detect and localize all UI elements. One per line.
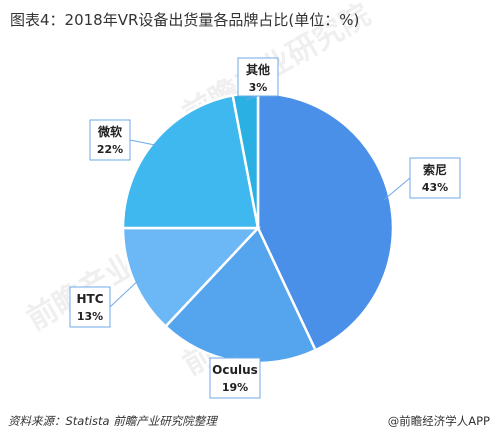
category-label: Oculus xyxy=(212,363,258,377)
label-box xyxy=(69,286,111,328)
category-label: 其他 xyxy=(246,62,270,77)
label-box xyxy=(237,57,279,97)
label-box xyxy=(89,119,131,161)
pie-slice-htc xyxy=(121,226,261,329)
label-sony: 索尼 43% xyxy=(409,157,461,199)
leader-line xyxy=(109,278,140,308)
leader-line xyxy=(383,177,411,201)
label-htc: HTC 13% xyxy=(69,286,111,328)
pie-slice-microsoft xyxy=(121,93,260,230)
category-label: 微软 xyxy=(97,124,122,139)
pie-slice-sony xyxy=(256,91,395,352)
label-box xyxy=(209,357,261,399)
label-others: 其他 3% xyxy=(237,57,279,97)
brand-note: @前瞻经济学人APP xyxy=(387,414,490,428)
value-label: 22% xyxy=(97,143,123,156)
label-oculus: Oculus 19% xyxy=(209,357,261,399)
leader-line xyxy=(245,95,259,101)
chart-title: 图表4：2018年VR设备出货量各品牌占比(单位：%) xyxy=(10,11,360,29)
label-box xyxy=(409,157,461,199)
label-microsoft: 微软 22% xyxy=(89,119,131,161)
value-label: 3% xyxy=(249,81,268,94)
category-label: 索尼 xyxy=(423,162,447,177)
value-label: 43% xyxy=(422,181,448,194)
category-label: HTC xyxy=(76,292,103,306)
value-label: 13% xyxy=(77,310,103,323)
value-label: 19% xyxy=(222,381,248,394)
leader-line xyxy=(129,139,159,147)
source-note: 资料来源：Statista 前瞻产业研究院整理 xyxy=(8,414,217,428)
